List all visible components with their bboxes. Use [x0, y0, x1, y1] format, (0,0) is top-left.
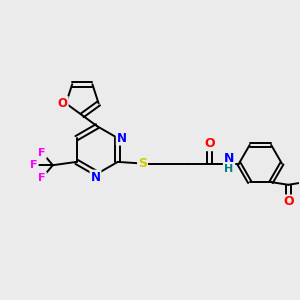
Text: S: S: [138, 157, 147, 170]
Text: O: O: [283, 195, 294, 208]
Text: N: N: [224, 152, 234, 165]
Text: F: F: [30, 160, 38, 170]
Text: O: O: [58, 97, 68, 110]
Text: N: N: [117, 132, 127, 145]
Text: O: O: [204, 137, 214, 150]
Text: H: H: [224, 164, 234, 174]
Text: F: F: [38, 173, 46, 183]
Text: N: N: [91, 171, 100, 184]
Text: F: F: [38, 148, 46, 158]
